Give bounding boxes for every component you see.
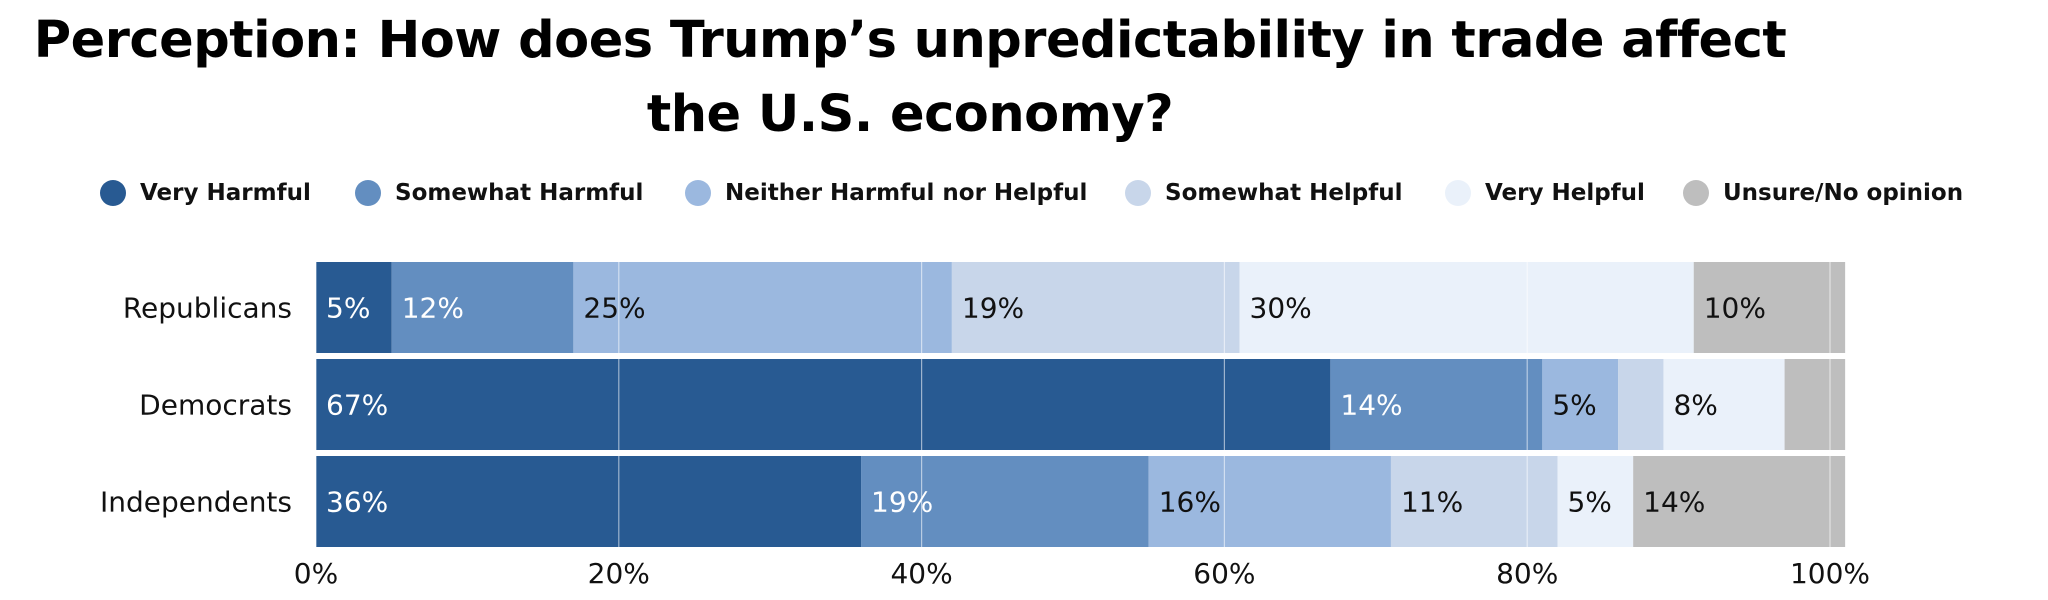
- bar-segment: [951, 262, 1240, 353]
- chart-legend: Very Harmful Somewhat Harmful Neither Harm…: [0, 168, 2048, 218]
- stacked-bar-chart: 5% 12% 25% 19% 30% 10% 67% 14% 5% 8% 36% 19% 16% 11% 5…: [100, 262, 1870, 590]
- data-label: 67%: [326, 389, 388, 422]
- data-label: 8%: [1673, 389, 1717, 422]
- legend-swatch: [100, 180, 126, 206]
- category-label: Independents: [100, 486, 292, 519]
- legend-swatch: [1445, 180, 1471, 206]
- data-label: 12%: [402, 292, 464, 325]
- data-label: 36%: [326, 486, 388, 519]
- legend-label: Neither Harmful nor Helpful: [725, 180, 1088, 206]
- bar-segment: [1542, 359, 1619, 450]
- bar-segment: [1663, 359, 1785, 450]
- data-label: 10%: [1704, 292, 1766, 325]
- bar-segment: [1557, 456, 1634, 547]
- x-tick-label: 100%: [1790, 557, 1870, 590]
- x-tick-label: 40%: [890, 557, 952, 590]
- data-label: 30%: [1250, 292, 1312, 325]
- bar-segment: [573, 262, 952, 353]
- data-label: 19%: [871, 486, 933, 519]
- legend-item: Very Helpful: [1445, 168, 1645, 218]
- bar-segment: [861, 456, 1149, 547]
- legend-swatch: [1683, 180, 1709, 206]
- legend-label: Unsure/No opinion: [1723, 180, 1964, 206]
- x-tick-label: 20%: [588, 557, 650, 590]
- legend-swatch: [685, 180, 711, 206]
- legend-swatch: [1125, 180, 1151, 206]
- bar-segment: [316, 359, 1331, 450]
- legend-item: Somewhat Helpful: [1125, 168, 1403, 218]
- bar-segment: [1330, 359, 1543, 450]
- x-tick-label: 60%: [1193, 557, 1255, 590]
- bar-segment: [1148, 456, 1391, 547]
- bar-segment: [316, 456, 862, 547]
- data-label: 14%: [1340, 389, 1402, 422]
- category-label: Democrats: [139, 389, 292, 422]
- data-label: 14%: [1643, 486, 1705, 519]
- data-label: 11%: [1401, 486, 1463, 519]
- bar-segment: [1239, 262, 1694, 353]
- legend-item: Somewhat Harmful: [355, 168, 643, 218]
- legend-item: Very Harmful: [100, 168, 311, 218]
- legend-label: Very Helpful: [1485, 180, 1645, 206]
- data-label: 5%: [1552, 389, 1596, 422]
- data-label: 25%: [583, 292, 645, 325]
- legend-swatch: [355, 180, 381, 206]
- legend-item: Neither Harmful nor Helpful: [685, 168, 1087, 218]
- data-label: 16%: [1159, 486, 1221, 519]
- bar-segment: [1618, 359, 1664, 450]
- bar-segment: [1693, 262, 1846, 353]
- x-tick-label: 0%: [294, 557, 338, 590]
- chart-title: Perception: How does Trump’s unpredictab…: [33, 11, 1787, 144]
- data-label: 5%: [326, 292, 370, 325]
- bar-segment: [316, 262, 392, 353]
- bar-segment: [1784, 359, 1846, 450]
- bar-segment: [391, 262, 574, 353]
- category-label: Republicans: [123, 292, 292, 325]
- bar-segment: [1633, 456, 1846, 547]
- legend-item: Unsure/No opinion: [1683, 168, 1963, 218]
- data-label: 5%: [1567, 486, 1611, 519]
- bar-segment: [1390, 456, 1558, 547]
- data-label: 19%: [962, 292, 1024, 325]
- legend-label: Somewhat Helpful: [1165, 180, 1403, 206]
- legend-label: Somewhat Harmful: [395, 180, 644, 206]
- legend-label: Very Harmful: [140, 180, 311, 206]
- x-tick-label: 80%: [1496, 557, 1558, 590]
